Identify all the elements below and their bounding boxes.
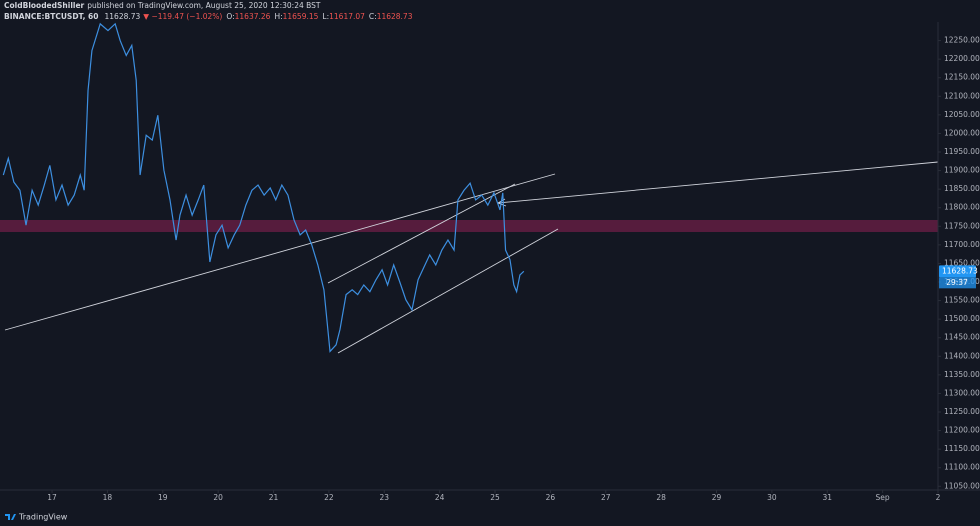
y-tick-label: 11900.00 <box>944 166 980 175</box>
x-tick-label: 29 <box>712 493 722 502</box>
y-tick-label: 12050.00 <box>944 110 980 119</box>
x-tick-label: 18 <box>103 493 113 502</box>
y-tick-label: 11500.00 <box>944 314 980 323</box>
y-tick-label: 11750.00 <box>944 221 980 230</box>
drawings <box>4 161 939 354</box>
x-tick-label: 30 <box>767 493 777 502</box>
y-tick-label: 11550.00 <box>944 296 980 305</box>
x-tick-label: 19 <box>158 493 168 502</box>
y-tick-label: 11300.00 <box>944 388 980 397</box>
y-tick-label: 11100.00 <box>944 463 980 472</box>
y-tick-label: 11850.00 <box>944 184 980 193</box>
y-tick-label: 11350.00 <box>944 370 980 379</box>
y-tick-label: 12200.00 <box>944 54 980 63</box>
y-tick-label: 12150.00 <box>944 73 980 82</box>
axes: 11050.00 11100.00 11150.00 11200.00 11250.00… <box>47 36 980 502</box>
logo-icon <box>5 514 16 520</box>
x-tick-label: Sep <box>876 493 890 502</box>
y-tick-label: 11450.00 <box>944 333 980 342</box>
channel-lower <box>337 228 559 354</box>
brand: TradingView <box>18 513 68 522</box>
y-tick-label: 11400.00 <box>944 351 980 360</box>
ohlc-label: L: <box>322 12 329 21</box>
x-tick-label: 22 <box>324 493 334 502</box>
channel-upper <box>327 183 516 284</box>
x-tick-label: 26 <box>546 493 556 502</box>
plot <box>2 22 525 353</box>
author: ColdBloodedShiller <box>4 1 85 10</box>
y-tick-label: 11700.00 <box>944 240 980 249</box>
arrow-line <box>497 161 939 204</box>
symbol: BINANCE:BTCUSDT, 60 <box>4 12 99 21</box>
last-price-label: 11628.73 <box>942 266 978 275</box>
x-tick-label: 17 <box>47 493 57 502</box>
x-tick-label: 25 <box>490 493 500 502</box>
change: ▼ −119.47 (−1.02%) <box>143 12 222 21</box>
y-tick-label: 12100.00 <box>944 91 980 100</box>
ohlc-label: C: <box>369 12 377 21</box>
subtitle: published on TradingView.com, August 25,… <box>87 1 321 10</box>
countdown-box <box>939 277 976 289</box>
trendline <box>4 173 556 331</box>
y-tick-label: 11650.00 <box>944 258 980 267</box>
y-tick-label: 11150.00 <box>944 444 980 453</box>
ohlc: O:11637.26 H:11659.15 L:11617.07 C:11628.73 <box>226 12 412 21</box>
ohlc-value: 11637.26 <box>235 12 271 21</box>
y-tick-label: 11950.00 <box>944 147 980 156</box>
ohlc-value: 11659.15 <box>283 12 319 21</box>
x-tick-label: 31 <box>822 493 832 502</box>
x-tick-label: 24 <box>435 493 445 502</box>
ohlc-value: 11617.07 <box>329 12 365 21</box>
ohlc-value: 11628.73 <box>377 12 413 21</box>
y-tick-label: 11800.00 <box>944 203 980 212</box>
ohlc-label: O: <box>226 12 234 21</box>
x-tick-label: 21 <box>269 493 279 502</box>
footer <box>0 505 980 526</box>
x-tick-label: 20 <box>213 493 223 502</box>
price-line <box>2 22 525 353</box>
last-price-box <box>939 265 976 278</box>
y-tick-label: 12000.00 <box>944 128 980 137</box>
last-price: 11628.73 <box>105 12 141 21</box>
countdown: 29:37 <box>946 278 968 287</box>
header-line-2: BINANCE:BTCUSDT, 60 11628.73 ▼ −119.47 (−1… <box>4 12 413 21</box>
x-tick-label: 27 <box>601 493 611 502</box>
x-tick-label: 2 <box>936 493 941 502</box>
x-tick-label: 23 <box>380 493 390 502</box>
x-tick-label: 28 <box>656 493 666 502</box>
resistance-zone <box>0 220 938 232</box>
ohlc-label: H: <box>274 12 282 21</box>
y-tick-label: 12250.00 <box>944 36 980 45</box>
y-tick-label: 11200.00 <box>944 426 980 435</box>
y-tick-label: 11050.00 <box>944 481 980 490</box>
y-tick-label: 11250.00 <box>944 407 980 416</box>
header-line-1: ColdBloodedShiller published on TradingVi… <box>4 1 321 10</box>
